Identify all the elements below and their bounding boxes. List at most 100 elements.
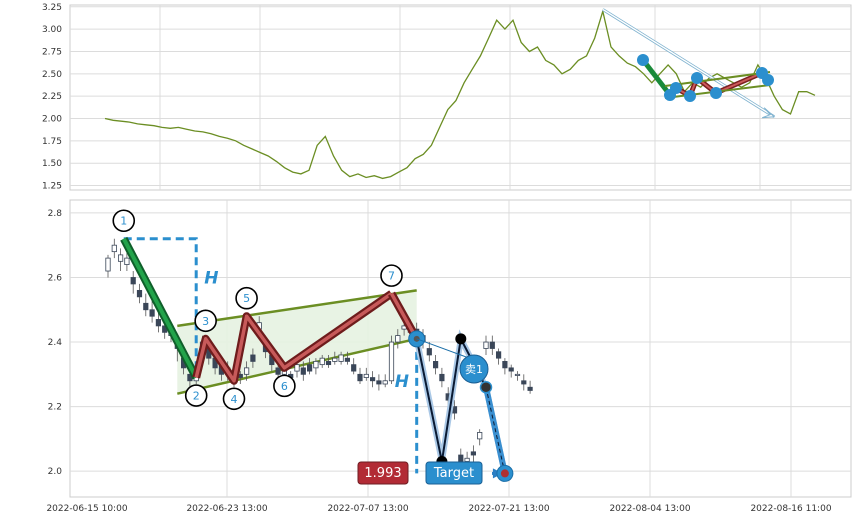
candle-body bbox=[363, 373, 369, 378]
candle-body bbox=[313, 361, 319, 369]
candle-body bbox=[439, 373, 445, 382]
candle-body bbox=[338, 354, 344, 362]
wave-label-2: 2 bbox=[193, 390, 200, 403]
candle-body bbox=[118, 254, 124, 262]
overview-mini-upper-line bbox=[664, 71, 771, 87]
candle-body bbox=[464, 457, 470, 462]
overview-mini-wave-dot bbox=[684, 90, 696, 102]
candle-body bbox=[426, 348, 432, 356]
candle-body bbox=[130, 277, 136, 285]
detail-x-tick-label: 2022-08-04 13:00 bbox=[609, 504, 690, 514]
overview-mini-wave-dot bbox=[762, 74, 774, 86]
candle-body bbox=[432, 361, 439, 369]
candle-body bbox=[489, 341, 495, 349]
candle-body bbox=[527, 386, 533, 391]
candle-body bbox=[458, 454, 464, 462]
wave-leg-1 bbox=[121, 237, 198, 379]
top-y-tick-label: 1.25 bbox=[42, 182, 62, 192]
candle-body bbox=[344, 357, 351, 362]
wave-label-circle bbox=[112, 209, 136, 233]
candle-body bbox=[243, 367, 250, 375]
candle-body bbox=[155, 319, 161, 327]
detail-y-tick-label: 2.0 bbox=[48, 467, 63, 477]
wave-label-6: 6 bbox=[281, 380, 288, 393]
candle-body bbox=[111, 244, 117, 253]
wave-label-circle bbox=[184, 384, 208, 407]
candle-body bbox=[369, 377, 376, 382]
candle-body bbox=[149, 309, 155, 317]
wave-label-circle bbox=[222, 387, 246, 411]
top-y-tick-label: 1.50 bbox=[42, 159, 62, 169]
wave-label-4: 4 bbox=[231, 393, 238, 406]
target-value-badge bbox=[357, 461, 409, 485]
height-marker-1 bbox=[123, 237, 198, 378]
candle-body bbox=[332, 357, 338, 362]
detail-y-tick-label: 2.6 bbox=[48, 273, 63, 283]
candle-body bbox=[325, 361, 332, 366]
height-label-2: H bbox=[395, 372, 409, 392]
top-y-tick-label: 2.00 bbox=[42, 115, 62, 125]
detail-x-tick-label: 2022-07-07 13:00 bbox=[327, 504, 408, 514]
detail-y-tick-label: 2.4 bbox=[48, 338, 63, 348]
sell-badge bbox=[459, 354, 489, 384]
candle-body bbox=[477, 432, 483, 440]
detail-x-tick-label: 2022-06-23 13:00 bbox=[186, 504, 267, 514]
candle-body bbox=[521, 380, 527, 385]
detail-x-tick-label: 2022-07-21 13:00 bbox=[468, 504, 549, 514]
wave-label-3: 3 bbox=[202, 315, 209, 328]
projection-final-leg-dash bbox=[485, 387, 506, 474]
candle-body bbox=[382, 380, 388, 385]
candle-body bbox=[124, 257, 130, 265]
candle-body bbox=[502, 361, 508, 369]
target-point-center bbox=[500, 469, 509, 478]
candle-body bbox=[357, 373, 363, 382]
overview-mini-wave-dot bbox=[637, 54, 649, 66]
candle-body bbox=[319, 357, 325, 366]
projection-point bbox=[479, 380, 493, 394]
top-y-tick-label: 1.75 bbox=[42, 137, 62, 147]
top-y-tick-label: 3.00 bbox=[42, 25, 62, 35]
detail-x-tick-label: 2022-06-15 10:00 bbox=[46, 504, 127, 514]
overview-mini-leg1 bbox=[641, 58, 672, 97]
candle-body bbox=[250, 354, 256, 362]
detail-x-tick-label: 2022-08-16 11:00 bbox=[750, 504, 831, 514]
candle-body bbox=[351, 364, 357, 372]
candle-body bbox=[470, 451, 477, 456]
wave-label-circle bbox=[273, 374, 296, 398]
detail-y-tick-label: 2.2 bbox=[48, 403, 62, 413]
candle-body bbox=[275, 367, 281, 375]
candle-body bbox=[306, 364, 313, 372]
height-label-1: H bbox=[204, 268, 218, 288]
candle-body bbox=[136, 289, 143, 298]
candle-body bbox=[483, 341, 489, 349]
wave-label-5: 5 bbox=[243, 292, 250, 305]
upper-trend-line bbox=[177, 289, 417, 328]
top-y-tick-label: 2.25 bbox=[42, 92, 62, 102]
candle-body bbox=[388, 341, 395, 382]
wave-label-circle bbox=[194, 309, 217, 333]
overview-arrow-head bbox=[762, 107, 776, 119]
candle-body bbox=[300, 367, 306, 375]
candle-body bbox=[376, 380, 382, 385]
candle-body bbox=[508, 367, 514, 372]
top-panel-frame bbox=[69, 4, 852, 191]
projection-point bbox=[455, 333, 467, 345]
overview-trend-arrow-inner bbox=[602, 8, 775, 118]
overview-mini-wave-dot bbox=[691, 72, 703, 84]
candle-body bbox=[395, 335, 401, 343]
target-value-label: 1.993 bbox=[364, 466, 401, 481]
overview-mini-wave-dot bbox=[670, 82, 682, 94]
wave-label-circle bbox=[380, 264, 403, 287]
target-label: Target bbox=[433, 466, 474, 481]
top-y-tick-label: 2.50 bbox=[42, 70, 62, 80]
top-y-tick-label: 2.75 bbox=[42, 47, 62, 57]
wave-label-1: 1 bbox=[120, 215, 127, 228]
candle-body bbox=[495, 351, 502, 359]
overview-mini-wave-dot bbox=[710, 87, 722, 99]
candle-body bbox=[294, 364, 300, 372]
wave-label-circle bbox=[235, 286, 258, 310]
wave-leg-7 bbox=[389, 292, 419, 340]
top-y-tick-label: 3.25 bbox=[42, 3, 62, 13]
